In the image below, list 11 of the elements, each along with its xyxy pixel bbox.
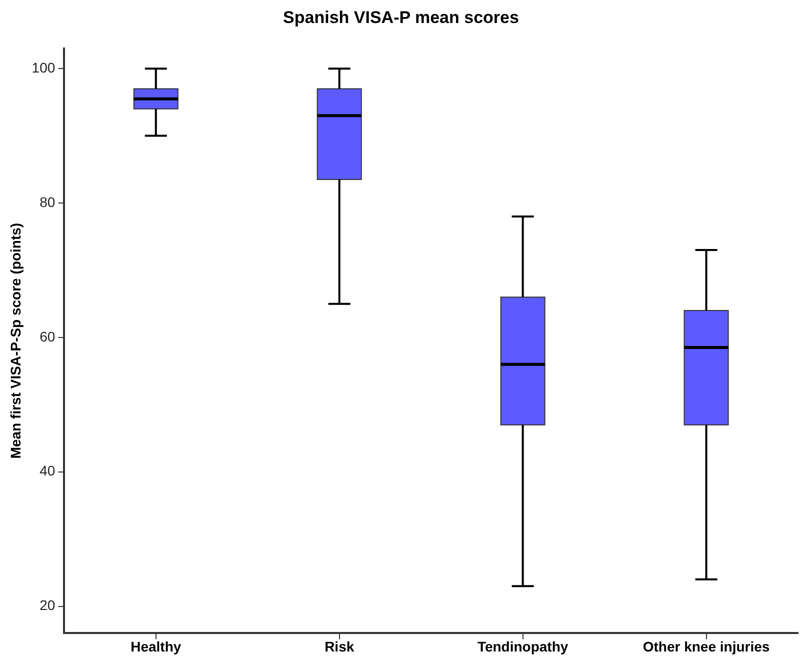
x-tick-label: Risk — [324, 638, 354, 654]
y-tick-label: 80 — [40, 194, 56, 210]
x-tick-label: Healthy — [130, 638, 182, 654]
y-tick-label: 20 — [40, 597, 56, 614]
y-axis-title: Mean first VISA-P-Sp score (points) — [7, 222, 24, 459]
x-tick-label: Tendinopathy — [477, 638, 568, 654]
y-tick-label: 40 — [40, 462, 56, 479]
y-tick-label: 60 — [40, 328, 56, 344]
chart-title: Spanish VISA-P mean scores — [283, 8, 519, 27]
x-tick-label: Other knee injuries — [642, 638, 770, 654]
y-tick-label: 100 — [32, 59, 56, 76]
